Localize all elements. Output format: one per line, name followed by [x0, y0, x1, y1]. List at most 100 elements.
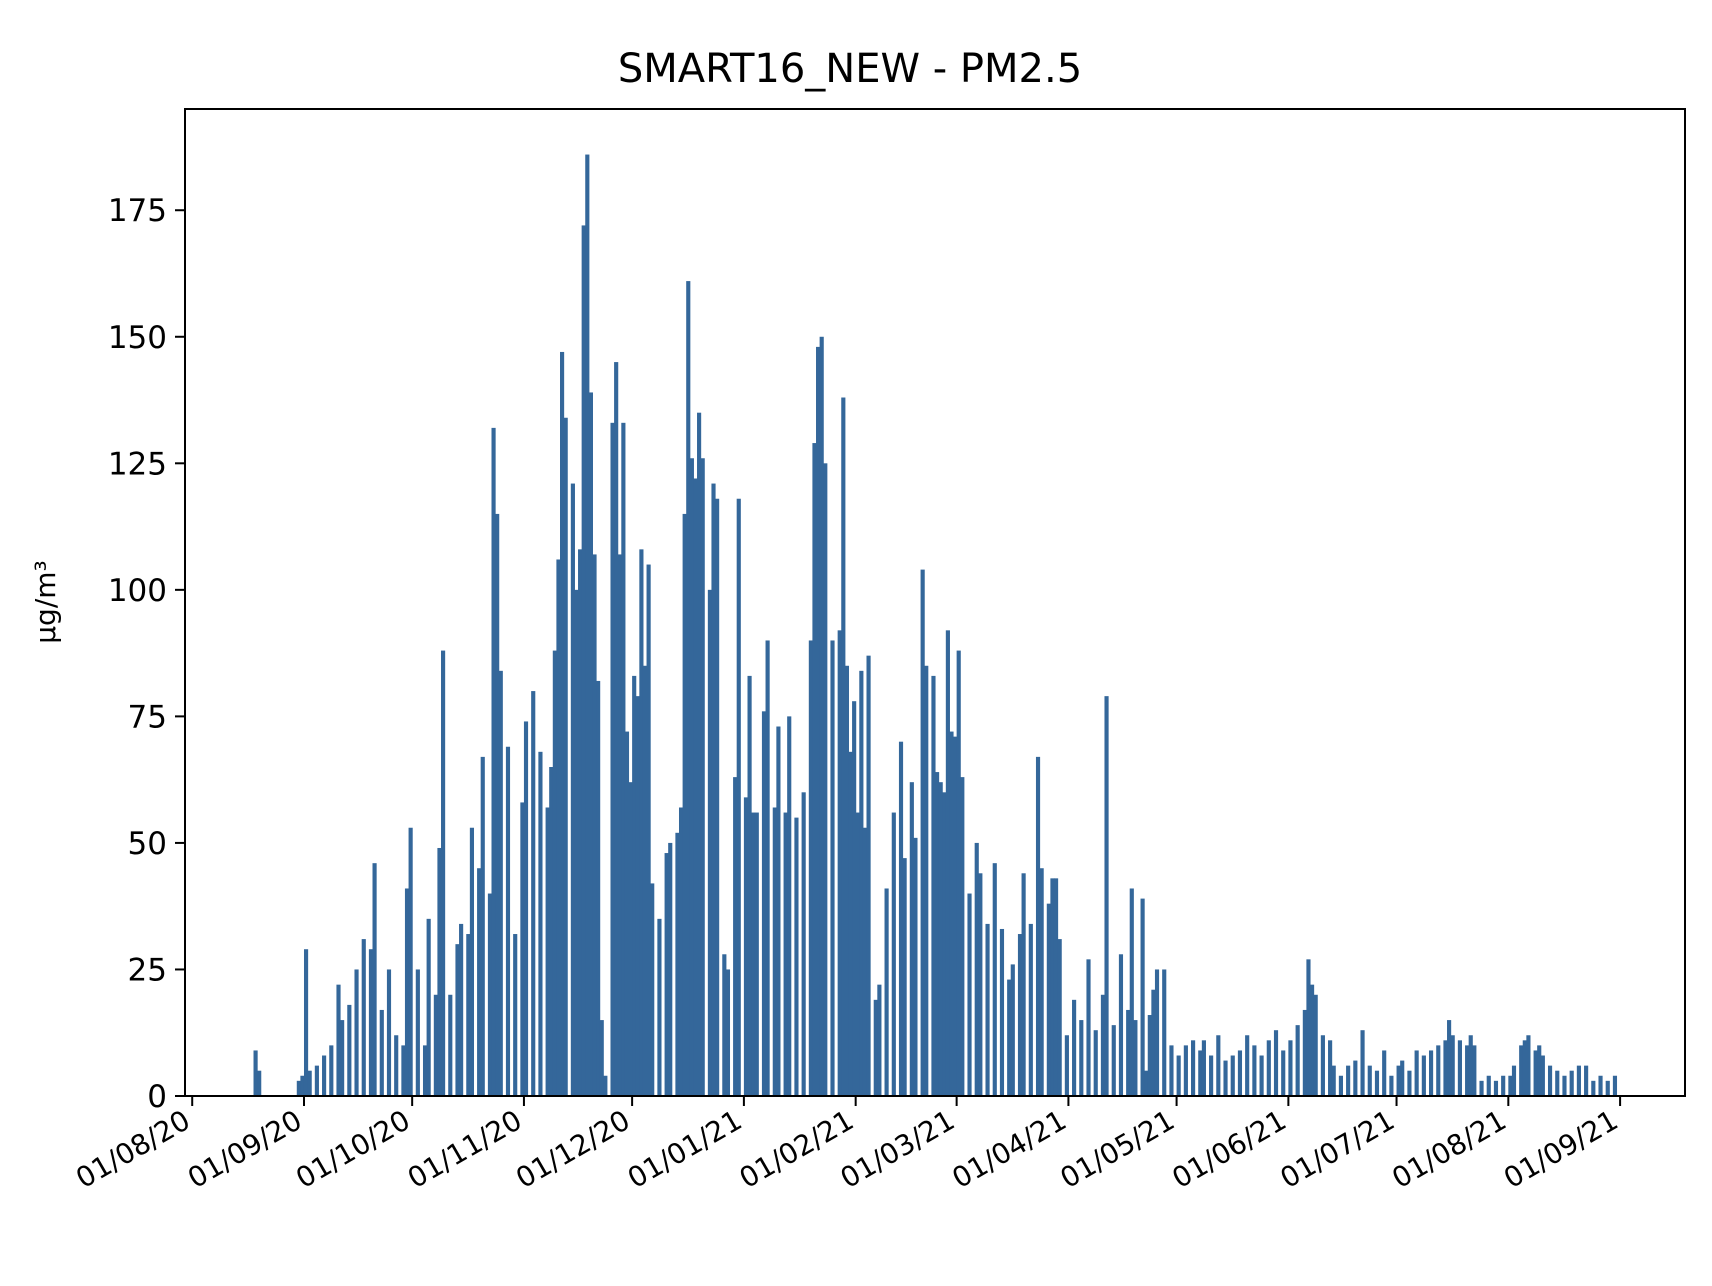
plot-frame: [184, 108, 1686, 1097]
bar: [1057, 939, 1062, 1096]
bar: [830, 640, 835, 1096]
bar: [985, 923, 990, 1096]
bar: [1526, 1035, 1531, 1096]
bar: [1353, 1060, 1358, 1096]
bar: [693, 478, 698, 1096]
bar: [884, 888, 889, 1096]
x-tick-label: 01/03/21: [835, 1103, 960, 1194]
bar: [592, 554, 597, 1096]
bar: [1508, 1075, 1513, 1096]
bar: [1562, 1075, 1567, 1096]
bar: [1230, 1055, 1235, 1096]
bar: [1547, 1065, 1553, 1096]
y-tick-label: 50: [128, 826, 167, 862]
bar: [1140, 898, 1145, 1096]
bar: [314, 1065, 319, 1096]
bar: [404, 888, 410, 1096]
bar: [1017, 934, 1023, 1096]
x-tick-label: 01/06/21: [1166, 1103, 1291, 1194]
bar: [1612, 1075, 1618, 1096]
bar: [1486, 1075, 1491, 1096]
bar: [747, 675, 752, 1096]
bar: [711, 483, 716, 1096]
y-tick-label: 125: [108, 446, 167, 482]
bar: [560, 351, 565, 1096]
bar: [1183, 1045, 1188, 1096]
bar: [1223, 1060, 1228, 1096]
bar: [1382, 1050, 1387, 1096]
bar: [1374, 1070, 1380, 1096]
bar: [646, 564, 651, 1096]
bar: [1472, 1045, 1477, 1096]
bar: [599, 1020, 604, 1096]
bar: [422, 1045, 428, 1096]
bar: [801, 792, 806, 1096]
bar: [1306, 959, 1311, 1096]
bar: [469, 827, 475, 1096]
bar: [816, 346, 821, 1096]
bar: [657, 918, 662, 1096]
bar: [459, 923, 464, 1096]
bar: [1050, 878, 1055, 1096]
bar: [340, 1020, 345, 1096]
bar: [307, 1070, 312, 1096]
bar: [743, 797, 749, 1096]
y-tick-label: 175: [108, 193, 167, 229]
bar: [898, 741, 904, 1096]
bar: [563, 417, 568, 1096]
bar: [448, 994, 453, 1096]
bar: [322, 1055, 327, 1096]
bar: [441, 650, 446, 1096]
bar: [783, 812, 788, 1096]
bar: [1598, 1075, 1603, 1096]
bar: [837, 630, 842, 1096]
bar: [477, 868, 482, 1096]
x-tick-label: 01/12/20: [510, 1103, 635, 1194]
bar: [736, 498, 741, 1096]
bar: [1259, 1055, 1264, 1096]
bar: [1443, 1040, 1448, 1096]
bar: [610, 422, 615, 1096]
bar: [650, 883, 655, 1096]
chart-title: SMART16_NEW - PM2.5: [618, 46, 1082, 92]
bar: [1428, 1050, 1434, 1096]
bar: [300, 1075, 305, 1096]
bar: [909, 782, 914, 1096]
x-tick-label: 01/11/20: [402, 1103, 527, 1194]
bar: [480, 756, 485, 1096]
x-tick-label: 01/09/21: [1498, 1103, 1623, 1194]
x-tick-label: 01/07/21: [1275, 1103, 1400, 1194]
bar: [697, 412, 702, 1096]
bar: [538, 751, 543, 1096]
bar: [621, 422, 626, 1096]
bar: [855, 812, 860, 1096]
bar: [253, 1050, 258, 1096]
bar: [523, 721, 529, 1096]
bar: [408, 827, 413, 1096]
bar: [632, 675, 637, 1096]
bar: [689, 458, 694, 1096]
bars-layer: [253, 154, 1618, 1097]
bar: [664, 853, 669, 1096]
bar: [1079, 1020, 1084, 1096]
bar: [992, 863, 997, 1096]
bar: [1176, 1055, 1181, 1096]
bar: [1273, 1030, 1279, 1096]
bar: [1169, 1045, 1174, 1096]
bar: [1035, 756, 1041, 1096]
bar: [1053, 878, 1059, 1096]
bar: [707, 589, 712, 1096]
bar: [1414, 1050, 1419, 1096]
x-tick-label: 01/10/20: [290, 1103, 415, 1194]
bar: [761, 711, 767, 1096]
bar: [1245, 1035, 1250, 1096]
bar: [1331, 1065, 1336, 1096]
bar: [866, 655, 871, 1096]
bar: [531, 691, 536, 1096]
y-tick-label: 75: [128, 699, 167, 735]
bar: [1007, 979, 1012, 1096]
bar: [1605, 1080, 1610, 1096]
bar: [303, 949, 309, 1096]
bar: [949, 731, 954, 1096]
